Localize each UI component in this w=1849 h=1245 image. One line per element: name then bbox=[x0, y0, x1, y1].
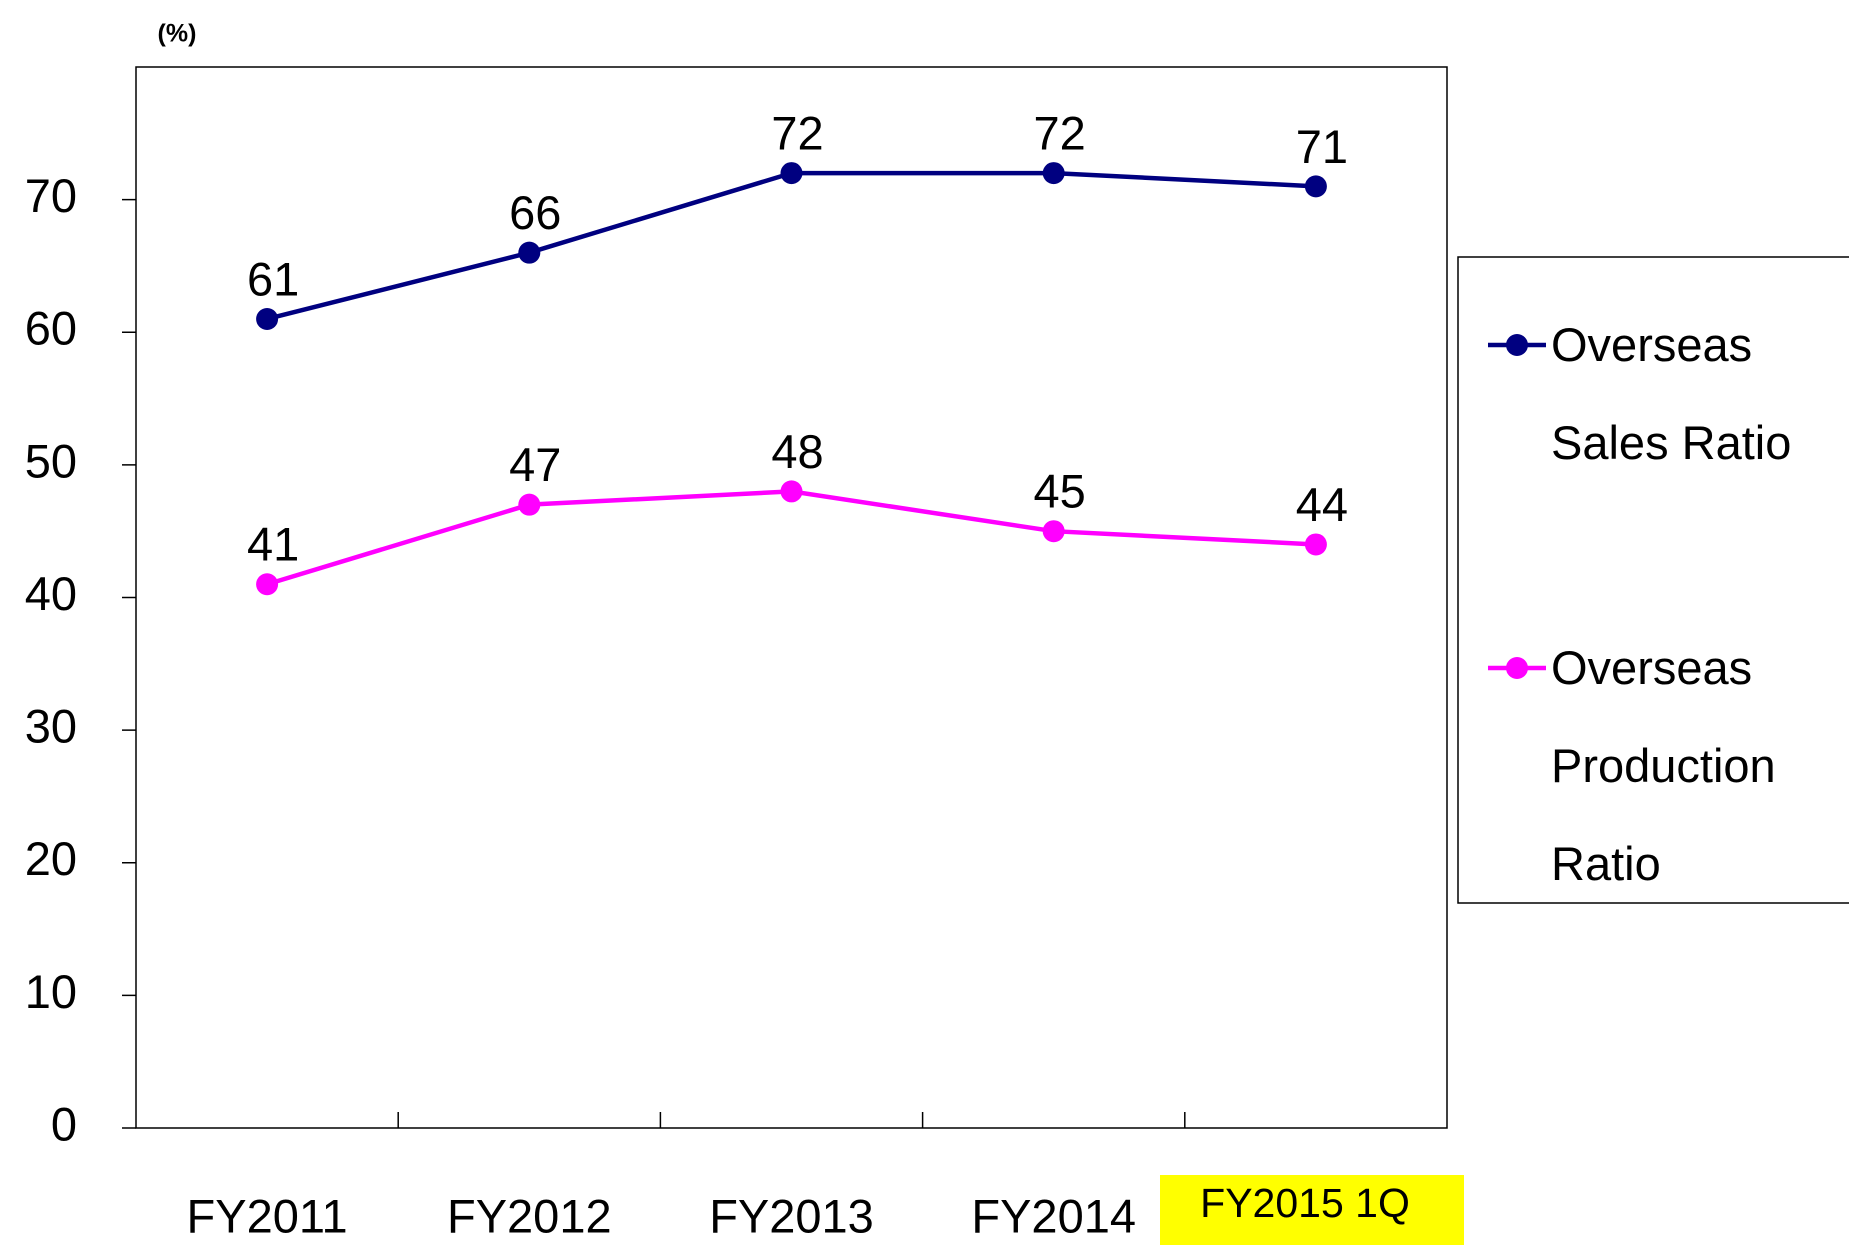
data-point bbox=[518, 241, 541, 264]
data-point bbox=[1304, 533, 1327, 556]
legend-label: Overseas Sales Ratio bbox=[1551, 318, 1792, 469]
y-tick-label: 50 bbox=[25, 434, 77, 487]
data-label: 72 bbox=[1034, 107, 1086, 160]
plot-frame bbox=[135, 66, 1448, 1129]
data-label: 48 bbox=[771, 425, 823, 478]
y-tick-label: 70 bbox=[25, 169, 77, 222]
data-point bbox=[780, 162, 803, 185]
data-label: 44 bbox=[1296, 478, 1348, 531]
data-label: 41 bbox=[247, 518, 299, 571]
legend-box bbox=[1457, 256, 1849, 904]
data-point bbox=[256, 573, 279, 596]
y-tick-label: 10 bbox=[25, 965, 77, 1018]
data-label: 71 bbox=[1296, 120, 1348, 173]
y-tick-label: 0 bbox=[51, 1097, 77, 1150]
y-tick-label: 40 bbox=[25, 567, 77, 620]
x-tick-label: FY2011 bbox=[187, 1189, 348, 1242]
series-line bbox=[266, 170, 1317, 322]
y-tick-label: 20 bbox=[25, 832, 77, 885]
data-label: 47 bbox=[509, 438, 561, 491]
data-label: 45 bbox=[1034, 465, 1086, 518]
data-point bbox=[256, 307, 279, 330]
x-tick-label: FY2013 bbox=[709, 1189, 874, 1242]
y-axis-label: (%) bbox=[158, 20, 197, 48]
data-label: 66 bbox=[509, 186, 561, 239]
data-point bbox=[780, 480, 803, 503]
data-point bbox=[518, 493, 541, 516]
x-tick-label: FY2012 bbox=[447, 1189, 612, 1242]
legend-label: Overseas Production Ratio bbox=[1551, 641, 1776, 890]
data-point bbox=[1042, 520, 1065, 543]
legend-marker bbox=[1506, 334, 1528, 356]
category-highlight bbox=[1160, 1175, 1464, 1245]
data-point bbox=[1042, 162, 1065, 185]
data-label: 61 bbox=[247, 252, 299, 305]
legend-marker bbox=[1506, 657, 1528, 679]
data-point bbox=[1304, 175, 1327, 198]
x-tick-label: FY2014 bbox=[971, 1189, 1136, 1242]
y-tick-label: 30 bbox=[25, 700, 77, 753]
y-tick-label: 60 bbox=[25, 302, 77, 355]
series-line bbox=[266, 489, 1317, 587]
x-tick-label: FY2015 1Q bbox=[1200, 1180, 1410, 1226]
data-label: 72 bbox=[771, 107, 823, 160]
